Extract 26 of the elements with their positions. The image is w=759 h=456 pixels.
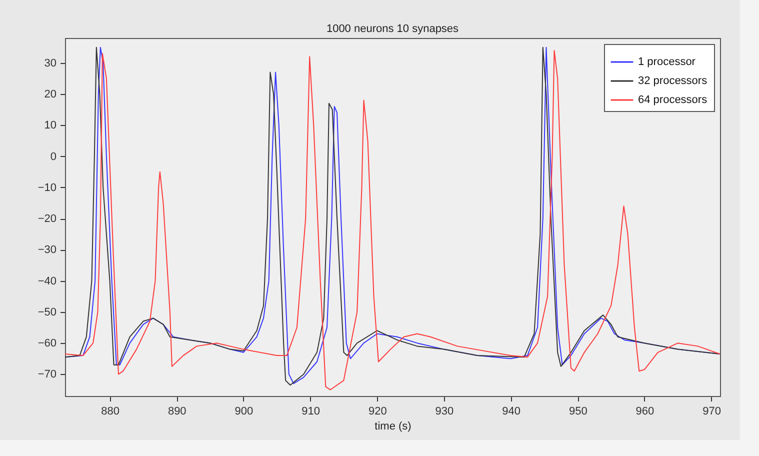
x-tick-label: 920 [368, 406, 387, 418]
chart-title: 1000 neurons 10 synapses [326, 23, 460, 35]
y-tick-label: −30 [38, 244, 56, 256]
y-tick-label: 30 [44, 57, 56, 70]
legend-label: 64 processors [638, 94, 708, 106]
y-tick-label: 10 [44, 120, 56, 132]
x-tick-label: 970 [702, 406, 721, 418]
y-tick-label: −50 [38, 306, 56, 318]
x-tick-label: 940 [502, 406, 520, 418]
y-tick-label: −20 [38, 213, 56, 226]
x-tick-label: 930 [435, 406, 454, 418]
legend-label: 32 processors [638, 75, 708, 87]
y-tick-label: 20 [44, 88, 56, 101]
legend-label: 1 processor [638, 56, 696, 68]
x-tick-label: 900 [234, 406, 254, 418]
x-tick-label: 880 [101, 406, 120, 418]
x-tick-label: 910 [302, 406, 320, 418]
y-tick-label: −60 [38, 338, 56, 350]
y-tick-label: −10 [38, 182, 56, 194]
x-axis-title: time (s) [374, 420, 412, 432]
x-tick-label: 890 [168, 406, 186, 418]
y-tick-label: −40 [38, 275, 56, 288]
y-tick-label: 0 [50, 150, 56, 163]
x-tick-label: 950 [568, 406, 588, 418]
x-tick-label: 960 [636, 406, 654, 418]
y-tick-label: −70 [38, 368, 56, 381]
